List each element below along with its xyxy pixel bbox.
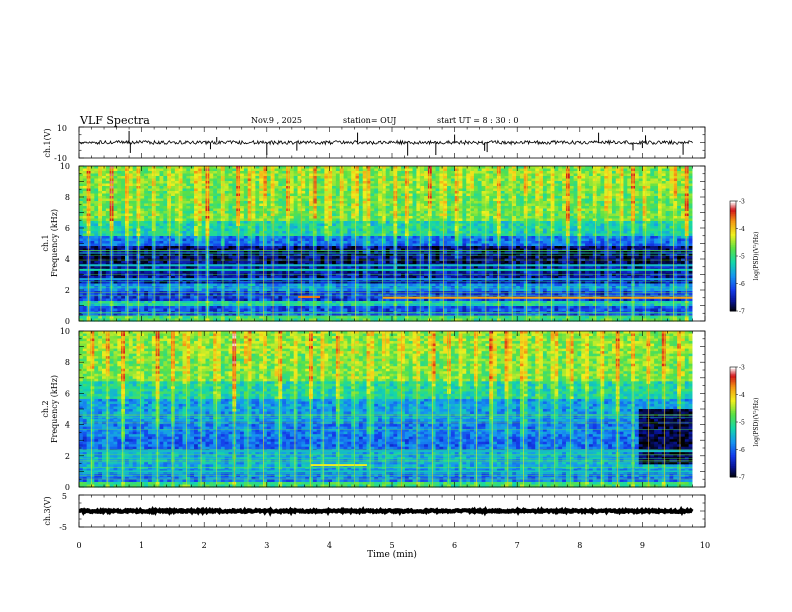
ch2-spectrogram-panel: 0 2 4 6 8 10 ch.2 Frequency (kHz): [41, 327, 706, 492]
frequency-tick-label: 10: [60, 162, 70, 171]
ch1-spectrogram-panel: 0 2 4 6 8 10 ch.1 Frequency (kHz): [41, 162, 706, 326]
ch2-spectrogram-ytick-labels: 0 2 4 6 8 10: [60, 327, 70, 492]
ch1-spectrogram-ytick-labels: 0 2 4 6 8 10: [60, 162, 70, 326]
colorbar-tick-label: -7: [739, 309, 745, 316]
ch1-waveform-panel: 10 -10 ch.1(V): [43, 124, 706, 163]
ch1-waveform-ylabel: ch.1(V): [43, 128, 52, 157]
ch1-spectrogram-ticks: [78, 165, 706, 322]
ch1-ytick-top: 10: [57, 124, 67, 133]
x-tick-label: 8: [577, 541, 582, 550]
frequency-tick-label: 6: [65, 224, 70, 233]
frequency-tick-label: 2: [65, 452, 70, 461]
ch3-ytick-top: 5: [62, 492, 67, 501]
x-tick-label: 4: [327, 541, 332, 550]
ch3-waveform-ticks: [78, 494, 706, 528]
colorbar-tick-label: -5: [739, 254, 745, 261]
frequency-tick-label: 0: [65, 483, 70, 492]
x-tick-label: 10: [700, 541, 710, 550]
frequency-tick-label: 6: [65, 389, 70, 398]
frequency-tick-label: 8: [65, 358, 70, 367]
frequency-tick-label: 4: [65, 421, 70, 430]
frequency-tick-label: 0: [65, 317, 70, 326]
x-tick-label: 1: [139, 541, 144, 550]
colorbar-tick-label: -7: [739, 475, 745, 482]
colorbar-tick-label: -4: [739, 392, 745, 399]
frequency-tick-label: 4: [65, 255, 70, 264]
x-tick-label: 5: [389, 541, 394, 550]
x-axis-label: Time (min): [367, 549, 417, 560]
x-axis-tick-labels: 0 1 2 3 4 5 6 7 8 9 10: [76, 541, 710, 550]
ch3-waveform-trace: [78, 505, 694, 517]
colorbar-tick-label: -5: [739, 420, 745, 427]
waveform-line: [78, 139, 693, 146]
ch1-spectrogram-heatmap: [79, 166, 705, 322]
x-tick-label: 7: [515, 541, 520, 550]
x-tick-label: 0: [76, 541, 81, 550]
colorbar-tick-label: -3: [739, 365, 745, 372]
ch3-waveform-ylabel: ch.3(V): [43, 496, 52, 525]
x-tick-label: 3: [264, 541, 269, 550]
ch1-spectrogram-channel-label: ch.1: [41, 234, 50, 251]
x-tick-label: 6: [452, 541, 457, 550]
x-tick-label: 2: [202, 541, 207, 550]
frequency-tick-label: 10: [60, 327, 70, 336]
ch1-spectrogram-ylabel: Frequency (kHz): [50, 209, 59, 277]
colorbar-tick-label: -4: [739, 226, 745, 233]
colorbar-tick-label: -6: [739, 447, 745, 454]
colorbar-label: log(PSD)(V²/Hz): [753, 232, 760, 281]
waveform-line: [78, 505, 694, 517]
ch3-waveform-panel: 5 -5 ch.3(V): [43, 492, 706, 532]
ch1-waveform-trace: [78, 130, 693, 156]
header-date: Nov.9 , 2025: [251, 116, 302, 125]
frequency-tick-label: 2: [65, 286, 70, 295]
x-tick-label: 9: [640, 541, 645, 550]
colorbar-tick-label: -3: [739, 199, 745, 206]
ch2-spectrogram-ticks: [78, 330, 706, 488]
ch2-spectrogram-channel-label: ch.2: [41, 400, 50, 417]
ch3-ytick-bottom: -5: [59, 523, 67, 532]
colorbar-tick-label: -6: [739, 281, 745, 288]
colorbar-label: log(PSD)(V²/Hz): [753, 398, 760, 447]
ch1-colorbar: -3 -4 -5 -6 -7 log(PSD)(V²/Hz): [729, 199, 760, 316]
header-station: station= OUJ: [343, 116, 396, 125]
frequency-tick-label: 8: [65, 193, 70, 202]
ch1-ytick-bottom: -10: [54, 154, 67, 163]
header-start-time: start UT = 8 : 30 : 0: [437, 116, 518, 125]
figure-title: VLF Spectra: [79, 114, 150, 127]
ch2-spectrogram-ylabel: Frequency (kHz): [50, 375, 59, 443]
ch2-spectrogram-heatmap: [79, 331, 705, 488]
ch1-waveform-ticks: [78, 126, 706, 159]
ch2-colorbar: -3 -4 -5 -6 -7 log(PSD)(V²/Hz): [729, 365, 760, 482]
